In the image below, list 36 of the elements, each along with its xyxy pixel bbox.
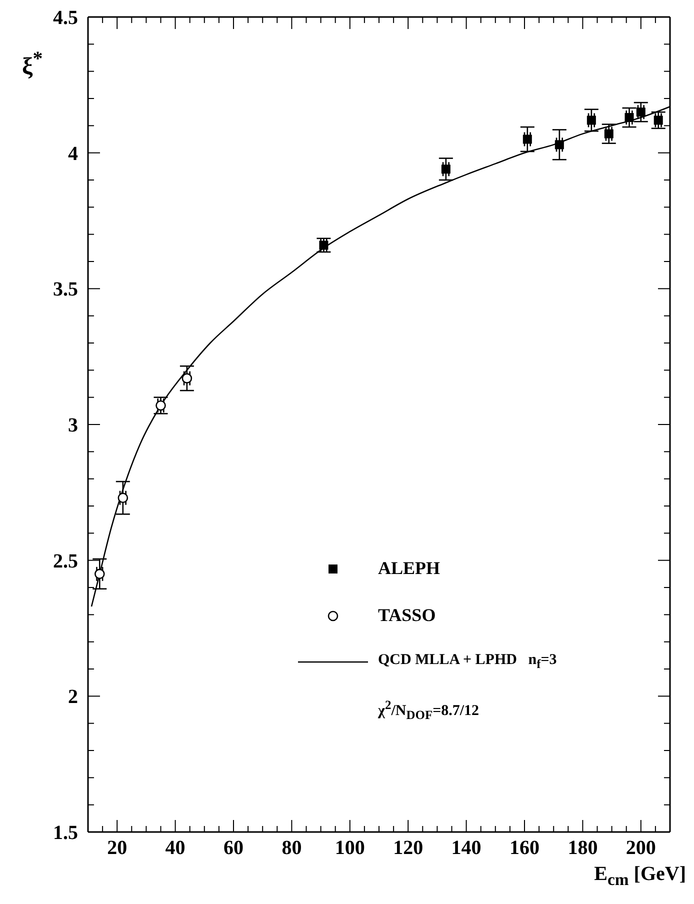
legend-label: ALEPH	[378, 558, 440, 579]
x-tick-label: 140	[451, 837, 482, 859]
x-tick-label: 40	[165, 837, 186, 859]
point	[156, 400, 166, 411]
x-tick-label: 20	[107, 837, 128, 859]
y-tick-label: 1.5	[53, 822, 78, 844]
point	[94, 568, 105, 580]
x-tick-label: 160	[510, 837, 540, 859]
y-axis-title: ξ$^{*}$	[22, 48, 43, 81]
y-tick-label: 4.5	[53, 7, 78, 29]
y-tick-label: 2	[68, 686, 78, 708]
x-tick-label: 120	[393, 837, 424, 859]
x-tick-label: 180	[568, 837, 598, 859]
x-tick-label: 80	[282, 837, 302, 859]
point	[624, 113, 634, 122]
y-tick-label: 3.5	[53, 278, 78, 301]
point	[554, 140, 564, 150]
point	[319, 240, 328, 250]
legend-label: QCD MLLA + LPHD n$_{f}$=3	[378, 652, 557, 672]
point	[522, 134, 532, 144]
x-tick-label: 100	[334, 837, 365, 859]
point	[636, 108, 646, 117]
y-tick-label: 2.5	[53, 550, 78, 572]
point	[604, 129, 614, 138]
x-tick-label: 60	[224, 837, 244, 859]
point	[182, 373, 192, 384]
annotation: χ$^{2}$/N$_{DOF}$=8.7/12	[378, 698, 480, 723]
y-tick-label: 3	[68, 414, 78, 436]
point	[441, 164, 450, 174]
x-tick-label: 200	[626, 837, 656, 859]
y-tick-label: 4	[68, 142, 78, 165]
x-axis-title: E$_{cm}$ [GeV]	[594, 863, 686, 890]
point	[118, 492, 128, 503]
legend-label: TASSO	[378, 605, 436, 626]
point	[654, 116, 663, 125]
point	[586, 116, 596, 125]
